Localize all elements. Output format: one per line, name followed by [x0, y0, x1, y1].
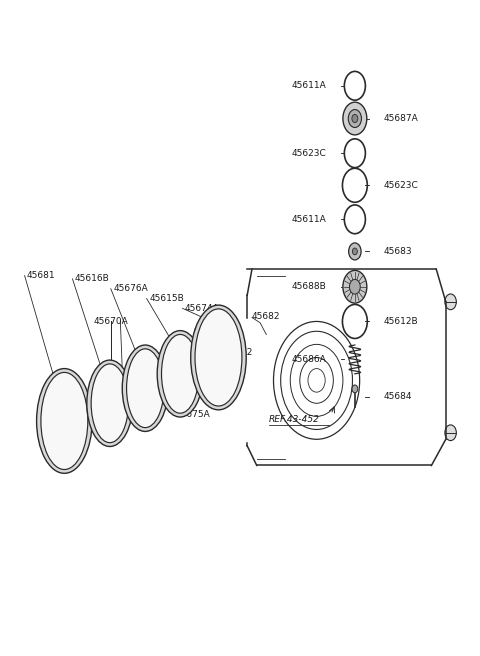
Circle shape	[343, 102, 367, 135]
Text: 45674A: 45674A	[185, 304, 219, 313]
Text: 45675A: 45675A	[175, 410, 210, 419]
Text: 45676A: 45676A	[113, 284, 148, 293]
Ellipse shape	[127, 349, 164, 428]
Text: 45616B: 45616B	[75, 274, 109, 283]
Text: 45623C: 45623C	[291, 149, 326, 157]
Text: 45687A: 45687A	[384, 114, 419, 123]
Circle shape	[349, 279, 360, 294]
Ellipse shape	[36, 369, 92, 474]
Circle shape	[445, 294, 456, 310]
Text: 45611A: 45611A	[291, 215, 326, 224]
Circle shape	[184, 396, 191, 405]
Text: 45688B: 45688B	[291, 282, 326, 291]
Text: 45681: 45681	[27, 271, 56, 280]
Circle shape	[352, 114, 358, 123]
Text: 45684: 45684	[384, 392, 412, 401]
Text: 45623C: 45623C	[384, 181, 419, 190]
Ellipse shape	[91, 364, 129, 443]
Text: REF.43-452: REF.43-452	[269, 415, 320, 424]
Circle shape	[195, 348, 203, 358]
Ellipse shape	[41, 373, 88, 470]
Text: 45622: 45622	[225, 348, 253, 358]
Ellipse shape	[87, 360, 133, 447]
Text: 45689: 45689	[159, 348, 187, 358]
Circle shape	[352, 248, 357, 255]
Text: 45615B: 45615B	[149, 294, 184, 303]
Text: 45682: 45682	[252, 312, 280, 321]
Text: 45686A: 45686A	[291, 355, 326, 364]
Text: 45690D: 45690D	[193, 323, 229, 333]
Text: 45611A: 45611A	[291, 81, 326, 91]
Ellipse shape	[122, 345, 168, 432]
Circle shape	[352, 385, 358, 393]
Text: 45612B: 45612B	[384, 317, 418, 326]
Circle shape	[348, 110, 361, 127]
Ellipse shape	[161, 335, 199, 413]
Circle shape	[343, 270, 367, 303]
Ellipse shape	[191, 305, 246, 410]
Ellipse shape	[195, 309, 242, 406]
Text: 45683: 45683	[384, 247, 412, 256]
Text: 45670A: 45670A	[94, 317, 129, 326]
Circle shape	[445, 425, 456, 441]
Ellipse shape	[157, 331, 203, 417]
Circle shape	[348, 243, 361, 260]
Text: 43235: 43235	[199, 320, 228, 329]
